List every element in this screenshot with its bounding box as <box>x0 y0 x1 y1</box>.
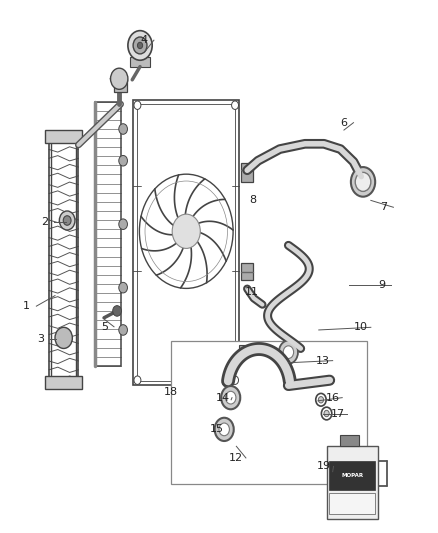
Circle shape <box>219 423 230 435</box>
Text: 3: 3 <box>37 335 44 344</box>
Circle shape <box>215 418 234 441</box>
Text: 15: 15 <box>209 424 223 434</box>
Circle shape <box>55 327 72 349</box>
Text: 6: 6 <box>340 118 347 128</box>
Bar <box>46 130 82 143</box>
Bar <box>138 104 235 381</box>
Circle shape <box>318 397 324 403</box>
Bar <box>95 101 120 366</box>
Bar <box>171 341 367 484</box>
Circle shape <box>351 167 375 197</box>
Circle shape <box>138 42 143 49</box>
Text: 9: 9 <box>378 280 385 290</box>
Circle shape <box>183 227 190 236</box>
Text: 2: 2 <box>41 216 48 227</box>
Circle shape <box>178 221 194 241</box>
Text: 18: 18 <box>163 387 177 398</box>
Circle shape <box>133 37 147 54</box>
Circle shape <box>283 346 293 359</box>
Circle shape <box>226 391 236 404</box>
Bar <box>329 493 375 514</box>
Circle shape <box>119 282 127 293</box>
Bar <box>241 263 253 280</box>
Bar <box>113 79 127 92</box>
Bar <box>239 345 249 357</box>
FancyBboxPatch shape <box>327 446 378 519</box>
Text: 1: 1 <box>23 301 30 311</box>
Circle shape <box>134 376 141 384</box>
Text: 17: 17 <box>331 408 345 418</box>
Bar <box>131 57 150 67</box>
Circle shape <box>119 219 127 230</box>
Circle shape <box>355 172 371 191</box>
Text: 16: 16 <box>326 393 339 402</box>
Circle shape <box>119 156 127 166</box>
Text: 14: 14 <box>215 393 230 402</box>
Circle shape <box>221 386 240 409</box>
Circle shape <box>113 305 121 316</box>
Text: 11: 11 <box>245 287 259 297</box>
Circle shape <box>119 124 127 134</box>
Bar <box>49 141 78 378</box>
Circle shape <box>63 216 71 225</box>
Bar <box>329 461 375 490</box>
Text: MOPAR: MOPAR <box>341 473 363 478</box>
Circle shape <box>232 376 239 384</box>
Circle shape <box>119 325 127 335</box>
Circle shape <box>110 68 128 90</box>
Bar <box>46 376 82 389</box>
Text: 12: 12 <box>229 453 244 463</box>
Text: 19: 19 <box>317 462 331 471</box>
Text: 5: 5 <box>101 322 108 332</box>
Circle shape <box>134 101 141 109</box>
Circle shape <box>60 211 75 230</box>
Text: 13: 13 <box>316 356 330 366</box>
Circle shape <box>232 101 239 109</box>
Text: 8: 8 <box>249 196 256 205</box>
Circle shape <box>128 30 152 60</box>
Bar <box>339 435 359 446</box>
Text: 4: 4 <box>141 35 148 45</box>
Circle shape <box>279 341 298 364</box>
Text: 10: 10 <box>354 322 368 332</box>
Circle shape <box>324 410 329 417</box>
Circle shape <box>172 214 200 248</box>
Bar <box>241 163 253 182</box>
Bar <box>133 100 240 385</box>
Text: 7: 7 <box>380 202 388 212</box>
